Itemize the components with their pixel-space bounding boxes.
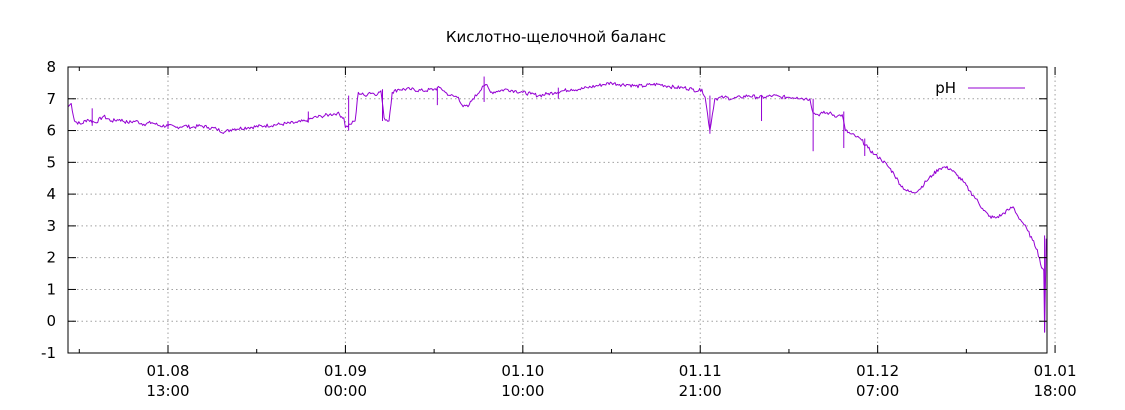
x-tick-label-time: 00:00 xyxy=(324,382,367,400)
y-tick-label: 1 xyxy=(46,280,56,298)
series-line-ph xyxy=(67,81,1047,333)
x-tick-label-time: 07:00 xyxy=(856,382,899,400)
y-tick-label: 7 xyxy=(46,90,56,108)
series-ph xyxy=(67,76,1047,333)
y-tick-label: 5 xyxy=(46,153,56,171)
x-tick-label-date: 01.09 xyxy=(324,362,367,380)
x-tick-label-time: 21:00 xyxy=(679,382,722,400)
y-tick-label: -1 xyxy=(41,344,56,362)
y-tick-label: 0 xyxy=(46,312,56,330)
x-tick-label-date: 01.11 xyxy=(679,362,722,380)
legend-label-ph: pH xyxy=(935,79,956,97)
x-tick-label-date: 01.01 xyxy=(1034,362,1077,380)
grid xyxy=(68,66,1056,354)
y-tick-label: 8 xyxy=(46,58,56,76)
x-tick-label-time: 13:00 xyxy=(146,382,189,400)
axis-ticks: -1 0 1 2 3 4 5 6 7 8 01.08 13:00 01.09 00:00 01.10 10:0… xyxy=(41,58,1077,400)
y-tick-label: 6 xyxy=(46,122,56,140)
plot-frame xyxy=(67,66,1048,354)
x-tick-label-time: 18:00 xyxy=(1033,382,1076,400)
y-tick-label: 3 xyxy=(46,217,56,235)
y-tick-label: 4 xyxy=(46,185,56,203)
x-tick-label-date: 01.08 xyxy=(147,362,190,380)
x-tick-label-date: 01.10 xyxy=(501,362,544,380)
chart-title: Кислотно-щелочной баланс xyxy=(446,28,666,46)
x-tick-label-date: 01.12 xyxy=(856,362,899,380)
legend: pH xyxy=(935,79,1025,97)
y-tick-label: 2 xyxy=(46,249,56,267)
x-tick-label-time: 10:00 xyxy=(501,382,544,400)
